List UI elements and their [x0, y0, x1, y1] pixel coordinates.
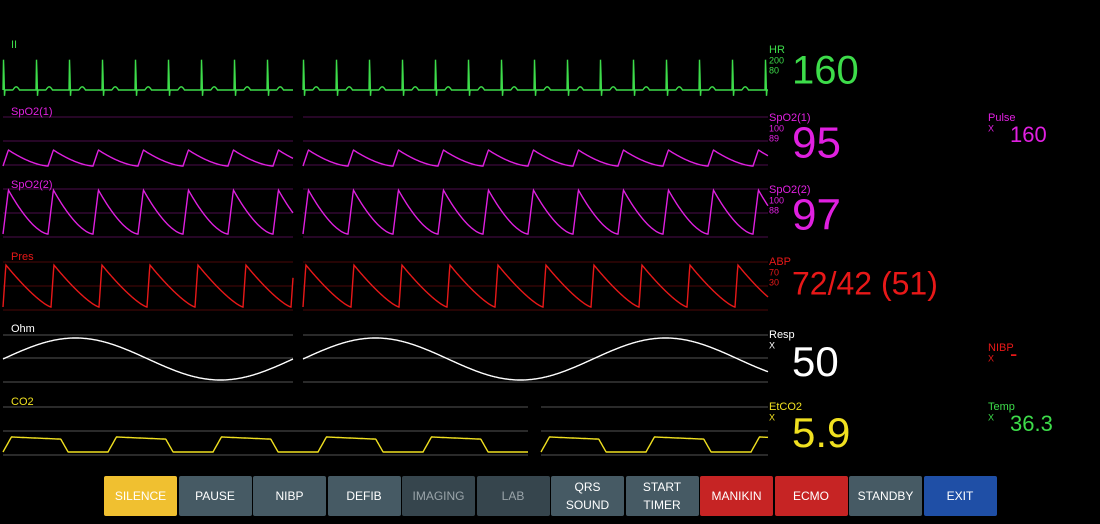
vital-label: SpO2(2): [769, 184, 811, 196]
button-label: MANIKIN: [711, 489, 762, 503]
side-vital-value: -: [1010, 341, 1017, 366]
waveform-trace: [302, 263, 769, 308]
button-label: TIMER: [643, 498, 681, 512]
waveform-trace: [302, 337, 769, 381]
waveform-trace: [2, 436, 528, 453]
button-label: IMAGING: [412, 489, 465, 503]
control-button[interactable]: MANIKIN: [700, 476, 773, 516]
vital-label: EtCO2: [769, 401, 802, 413]
waveform-label: II: [11, 39, 17, 51]
waveform-trace: [2, 59, 293, 96]
vital-value: 95: [792, 119, 841, 168]
side-vital-label: Temp: [988, 401, 1015, 413]
vital-scale: X: [769, 340, 775, 350]
button-label: PAUSE: [195, 489, 235, 503]
control-button[interactable]: START TIMER: [625, 476, 699, 516]
vital-label: ABP: [769, 256, 791, 268]
side-vital-value: 36.3: [1010, 411, 1053, 436]
button-label: ECMO: [793, 489, 829, 503]
vital-scale: 100: [769, 195, 784, 205]
vital-label: Resp: [769, 329, 795, 341]
side-vital-value: 160: [1010, 122, 1047, 147]
control-button[interactable]: IMAGING: [402, 476, 475, 516]
vital-scale: X: [769, 412, 775, 422]
button-label: SOUND: [565, 498, 610, 512]
vital-value: 160: [792, 49, 859, 93]
side-vital-scale: X: [988, 353, 994, 363]
waveform-trace: [2, 149, 294, 167]
waveform-trace: [540, 436, 769, 453]
vital-scale: 88: [769, 205, 779, 215]
waveform-label: CO2: [11, 396, 34, 408]
vital-value: 72/42 (51): [792, 265, 938, 301]
waveform-trace: [302, 149, 769, 167]
waveform-label: Pres: [11, 251, 34, 263]
vital-value: 50: [792, 338, 839, 385]
waveform-trace: [2, 337, 294, 381]
button-label: LAB: [501, 489, 525, 503]
vital-scale: 200: [769, 55, 784, 65]
vital-scale: 80: [769, 65, 779, 75]
vital-value: 5.9: [792, 409, 850, 456]
waveform-trace: [302, 188, 769, 235]
button-label: START: [642, 480, 682, 494]
waveform-label: Ohm: [11, 323, 35, 335]
button-label: STANDBY: [857, 489, 914, 503]
waveform-trace: [302, 59, 768, 96]
side-vital-label: NIBP: [988, 342, 1014, 354]
control-button[interactable]: QRS SOUND: [551, 476, 624, 516]
button-label: QRS: [574, 480, 601, 494]
vital-value: 97: [792, 191, 841, 240]
vital-scale: 100: [769, 123, 784, 133]
control-button[interactable]: NIBP: [253, 476, 326, 516]
control-button[interactable]: DEFIB: [327, 476, 401, 516]
button-label: NIBP: [275, 489, 304, 503]
vital-scale: 89: [769, 133, 779, 143]
control-button[interactable]: EXIT: [923, 476, 997, 516]
vital-scale: 70: [769, 267, 779, 277]
control-button[interactable]: PAUSE: [178, 476, 252, 516]
side-vital-label: Pulse: [988, 112, 1016, 124]
button-label: EXIT: [946, 489, 974, 503]
waveform-label: SpO2(2): [11, 179, 53, 191]
vital-label: SpO2(1): [769, 112, 811, 124]
vital-label: HR: [769, 44, 785, 56]
control-button[interactable]: STANDBY: [849, 476, 922, 516]
waveform-trace: [2, 263, 294, 308]
button-label: SILENCE: [114, 489, 167, 503]
control-button[interactable]: ECMO: [774, 476, 848, 516]
vital-scale: 30: [769, 277, 779, 287]
side-vital-scale: X: [988, 412, 994, 422]
button-label: DEFIB: [346, 489, 382, 503]
waveform-trace: [2, 188, 294, 235]
side-vital-scale: X: [988, 123, 994, 133]
control-button[interactable]: SILENCE: [104, 476, 177, 516]
control-button[interactable]: LAB: [476, 476, 550, 516]
waveform-label: SpO2(1): [11, 106, 53, 118]
